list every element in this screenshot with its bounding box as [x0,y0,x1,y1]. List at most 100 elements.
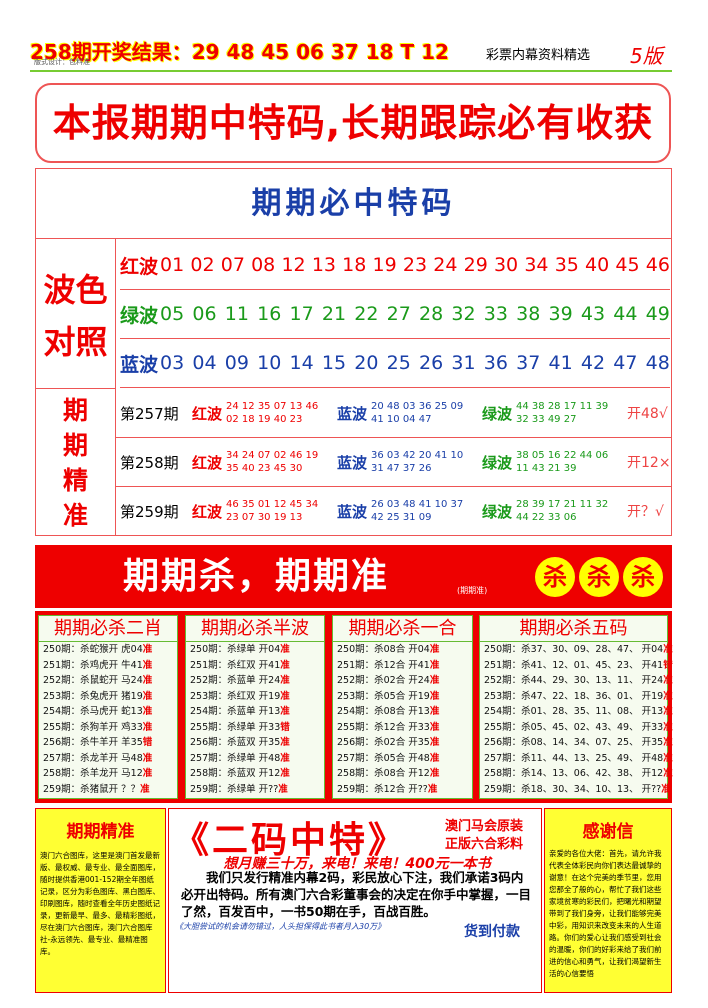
box-row: 257期：杀11、44、13、25、49、 开48准 [480,751,673,767]
wave-number: 25 [386,352,411,374]
row-text: 256期：杀牛羊开 羊35 [43,737,143,748]
row-status: 准 [280,690,290,702]
wave-group: 蓝波 36 03 42 20 41 10 31 47 37 26 [337,449,482,475]
accurate-label: 期期精准 [36,389,116,536]
row-status: 准 [663,721,673,733]
payment: 货到付款 [464,924,520,940]
box-row: 253期：杀兔虎开 猪19准 [39,689,177,705]
row-text: 251期：杀红双 开41 [190,659,281,671]
row-status: 准 [142,768,153,779]
group-name: 红波 [192,404,223,423]
right-text: 亲爱的各位大佬：首先，请允许我代表全体彩民向你们表达最诚挚的谢意！在这个完美的季… [549,849,662,978]
box-row: 254期：杀08合 开13准 [333,704,472,720]
row-text: 253期：杀05合 开19 [337,690,430,702]
group-numbers: 34 24 07 02 46 19 35 40 23 45 30 [226,449,318,475]
wave-row: 蓝波 03 04 09 10 14 15 20 25 26 31 36 37 41 42 47 48 [120,339,670,388]
row-text: 251期：杀41、12、01、45、23、 开41 [484,659,664,671]
box-title: 期期必杀半波 [186,616,324,642]
box-row: 253期：杀05合 开19准 [333,689,472,705]
row-text: 259期：杀12合 开?? [337,783,428,795]
wave-number: 24 [433,254,458,276]
row-status: 准 [280,737,290,748]
box-row: 252期：杀鼠蛇开 马24准 [39,673,177,689]
group-name: 蓝波 [337,453,368,472]
row-text: 252期：杀02合 开24 [337,675,430,686]
group-name: 红波 [192,453,223,472]
middle-slogan: 想月赚三十万，来电！来电！400元一本书 [223,856,491,872]
wave-number: 39 [548,303,573,325]
wave-number: 16 [257,303,282,325]
wave-number: 27 [386,303,411,325]
wave-number: 31 [451,352,476,374]
box-row: 258期：杀14、13、06、42、38、 开12准 [480,766,673,782]
row-status: 准 [663,706,673,717]
box-row: 250期：杀08合 开04准 [333,642,472,658]
box-row: 251期：杀红双 开41准 [186,658,324,674]
special-title: 期期必中特码 [36,169,671,239]
row-text: 250期：杀08合 开04 [337,644,430,655]
row-status: 准 [663,644,673,655]
row-text: 250期：杀绿单 开04 [190,644,281,655]
middle-footer: 《大胆尝试的机会请勿错过，人头担保得此书者月入30万》 [175,922,386,931]
middle-tag: 正版六合彩料 [445,837,524,852]
kill-title: 期期杀，期期准 [123,556,390,597]
row-status: 准 [280,659,290,671]
wave-row: 红波 01 02 07 08 12 13 18 19 23 24 29 30 34 35 40 45 46 [120,241,670,290]
left-text: 澳门六合图库，这里是澳门首发最新版、最权威、最专业、最全面图库，随时提供香港00… [40,851,160,956]
box-row: 252期：杀蓝单 开24准 [186,673,324,689]
row-text: 255期：杀12合 开33 [337,721,430,733]
row-text: 253期：杀47、22、18、36、01、 开19 [484,690,664,702]
wave-number: 44 [613,303,638,325]
wave-name: 红波 [120,255,159,278]
row-status: 错 [663,659,673,671]
kill-note: (期期准) [457,586,488,595]
edition: 5版 [630,44,663,68]
box-row: 253期：杀红双 开19准 [186,689,324,705]
wave-number: 43 [580,303,606,325]
box-row: 250期：杀37、30、09、28、47、 开04准 [480,642,673,658]
box-row: 253期：杀47、22、18、36、01、 开19准 [480,689,673,705]
box-row: 259期：杀18、30、34、10、13、 开??准 [480,782,671,798]
draw-result: 258期开奖结果：29 48 45 06 37 18 T 12 [30,40,449,64]
row-status: 准 [429,737,440,748]
wave-numbers: 05 06 11 16 17 21 22 27 28 32 33 38 39 43 44 49 [160,303,670,325]
box-row: 257期：杀龙羊开 马48准 [39,751,177,767]
wave-number: 14 [289,352,314,374]
row-text: 255期：杀绿单 开33 [190,721,281,733]
wave-group: 红波 34 24 07 02 46 19 35 40 23 45 30 [192,449,337,475]
row-status: 准 [429,659,440,671]
box-row: 254期：杀蓝单 开13准 [186,704,324,720]
row-status: 准 [663,675,673,686]
numbers-line: 44 38 28 17 11 39 [516,401,609,412]
numbers-line: 31 47 37 26 [371,463,432,474]
group-name: 绿波 [482,404,513,423]
group-numbers: 20 48 03 36 25 09 41 10 04 47 [371,400,463,426]
row-text: 253期：杀红双 开19 [190,690,281,702]
wave-number: 07 [220,254,245,276]
wave-number: 08 [251,254,276,276]
box-row: 254期：杀马虎开 蛇13准 [39,704,177,720]
middle-text: 我们只发行精准内幕2码，彩民放心下注，我们承诺3码内必开出特码。所有澳门六合彩董… [181,870,532,919]
box-row: 258期：杀蓝双 开12准 [186,766,324,782]
wave-number: 30 [493,254,519,276]
numbers-line: 11 43 21 39 [516,463,577,474]
wave-number: 15 [321,352,347,374]
box-title: 期期必杀二肖 [39,616,177,642]
group-name: 蓝波 [337,404,368,423]
numbers-line: 34 24 07 02 46 19 [226,450,319,461]
wave-number: 40 [585,254,610,276]
row-status: 准 [429,706,440,717]
wave-number: 29 [463,254,488,276]
row-text: 250期：杀蛇猴开 虎04 [43,644,143,655]
middle-tag: 澳门马会原装 [445,819,524,834]
row-status: 准 [661,783,671,795]
kill-badge: 杀 [535,557,575,597]
wave-name: 蓝波 [120,353,159,376]
banner: 本报期期中特码,长期跟踪必有收获 [35,83,671,163]
row-status: 准 [142,721,153,733]
left-title: 期期精准 [66,822,135,842]
box-row: 256期：杀08、14、34、07、25、 开35准 [480,735,673,751]
box-row: 250期：杀绿单 开04准 [186,642,324,658]
row-status: 准 [663,737,673,748]
wave-group: 绿波 28 39 17 21 11 32 44 22 33 06 [482,498,627,524]
